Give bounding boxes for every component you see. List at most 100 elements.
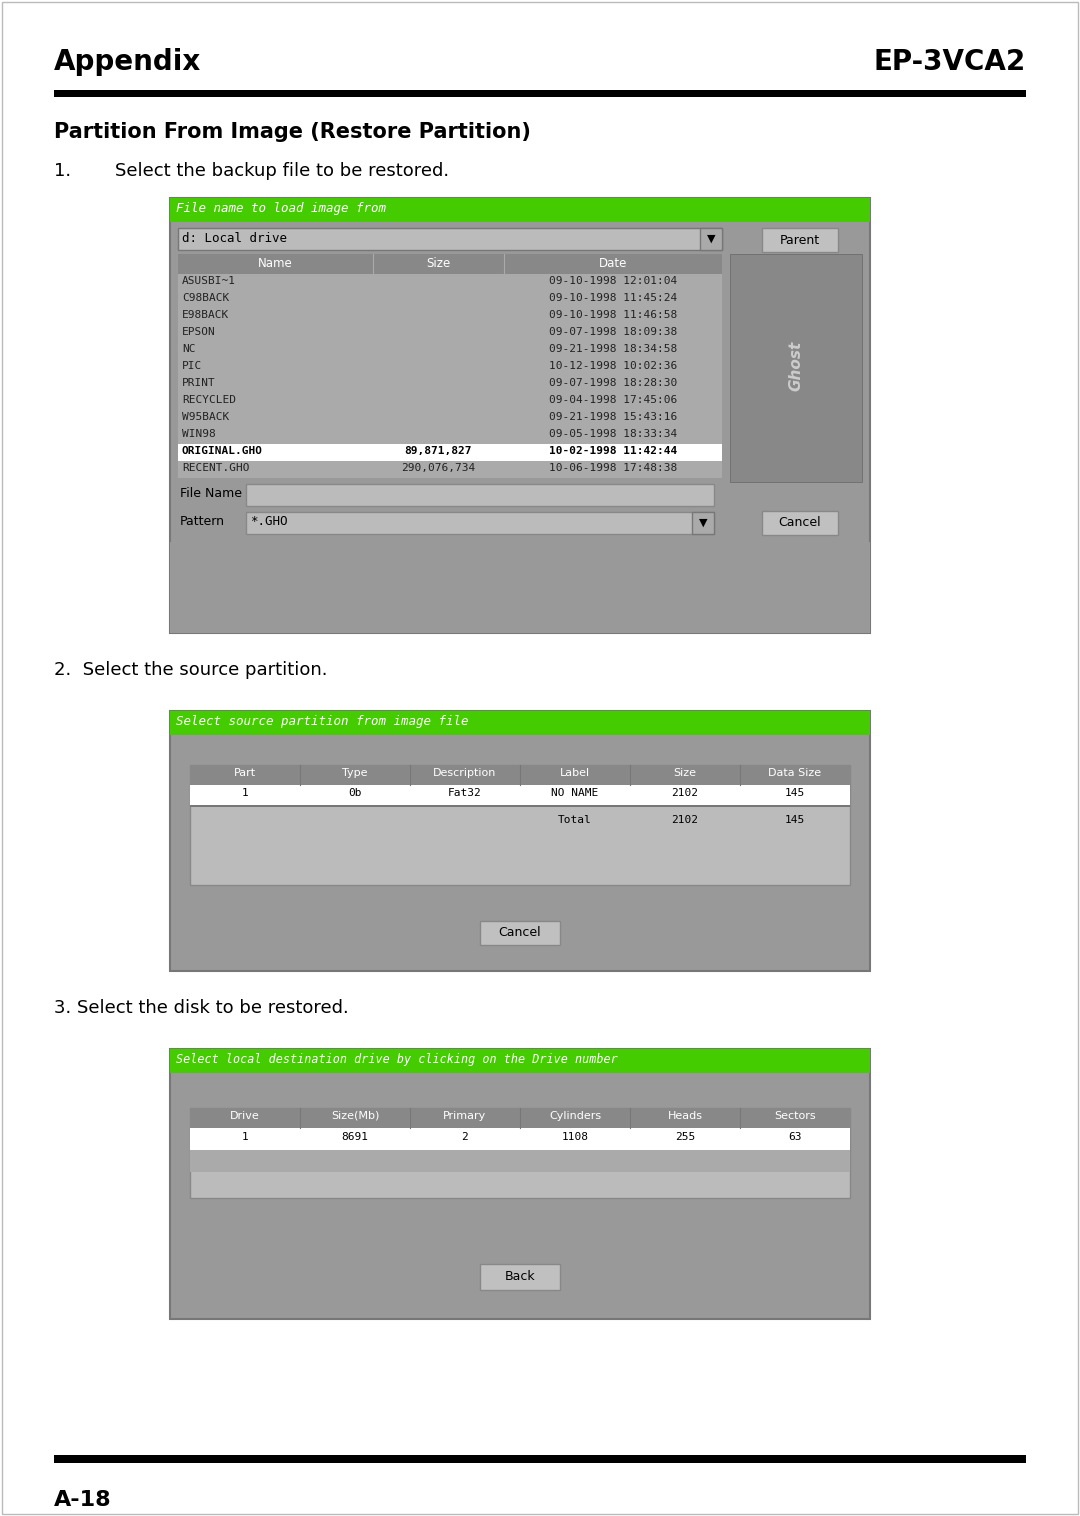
Text: 10-06-1998 17:48:38: 10-06-1998 17:48:38 (549, 462, 677, 473)
Text: 89,871,827: 89,871,827 (404, 446, 472, 456)
Bar (692, 512, 714, 534)
Bar (700, 227, 723, 250)
Text: Select source partition from image file: Select source partition from image file (176, 716, 469, 728)
Text: 09-07-1998 18:28:30: 09-07-1998 18:28:30 (549, 377, 677, 388)
Text: Type: Type (342, 769, 368, 778)
Text: Select the backup file to be restored.: Select the backup file to be restored. (114, 162, 449, 180)
Text: ASUSBI~1: ASUSBI~1 (183, 276, 237, 287)
Bar (170, 1049, 870, 1073)
Bar (190, 785, 850, 805)
Text: 10-12-1998 10:02:36: 10-12-1998 10:02:36 (549, 361, 677, 371)
Text: NC: NC (183, 344, 195, 355)
Text: Heads: Heads (667, 1111, 702, 1120)
Bar (762, 511, 838, 535)
Text: 09-04-1998 17:45:06: 09-04-1998 17:45:06 (549, 396, 677, 405)
Bar (178, 274, 723, 478)
Text: 09-05-1998 18:33:34: 09-05-1998 18:33:34 (549, 429, 677, 440)
Text: RECYCLED: RECYCLED (183, 396, 237, 405)
Bar (190, 805, 850, 807)
Text: Primary: Primary (444, 1111, 487, 1120)
Text: C98BACK: C98BACK (183, 293, 229, 303)
Text: A-18: A-18 (54, 1490, 111, 1510)
Text: 09-21-1998 15:43:16: 09-21-1998 15:43:16 (549, 412, 677, 421)
Bar (170, 199, 870, 634)
Text: Date: Date (598, 258, 627, 270)
Text: d: Local drive: d: Local drive (183, 232, 287, 246)
Bar (480, 1264, 561, 1290)
Text: 145: 145 (785, 788, 805, 797)
Text: Partition From Image (Restore Partition): Partition From Image (Restore Partition) (54, 121, 531, 143)
Text: Fat32: Fat32 (448, 788, 482, 797)
Bar (178, 255, 723, 274)
Text: Size(Mb): Size(Mb) (330, 1111, 379, 1120)
Text: Parent: Parent (780, 233, 820, 247)
Text: Total: Total (558, 816, 592, 825)
Text: 255: 255 (675, 1132, 696, 1142)
Text: EPSON: EPSON (183, 327, 216, 337)
Bar (190, 766, 850, 785)
Text: Description: Description (433, 769, 497, 778)
Text: W95BACK: W95BACK (183, 412, 229, 421)
Text: 09-10-1998 11:46:58: 09-10-1998 11:46:58 (549, 309, 677, 320)
Text: Drive: Drive (230, 1111, 260, 1120)
Text: 63: 63 (788, 1132, 801, 1142)
Text: Name: Name (258, 258, 293, 270)
Bar (170, 711, 870, 735)
Bar (178, 444, 723, 461)
Text: 2102: 2102 (672, 788, 699, 797)
Bar (178, 227, 723, 250)
Bar (190, 1108, 850, 1198)
Text: Back: Back (504, 1270, 536, 1284)
Text: 0b: 0b (348, 788, 362, 797)
Text: 09-10-1998 11:45:24: 09-10-1998 11:45:24 (549, 293, 677, 303)
Text: 3. Select the disk to be restored.: 3. Select the disk to be restored. (54, 999, 349, 1017)
Text: ▼: ▼ (699, 518, 707, 528)
Bar (190, 1151, 850, 1172)
Text: 2: 2 (461, 1132, 469, 1142)
Text: Cylinders: Cylinders (549, 1111, 602, 1120)
Text: WIN98: WIN98 (183, 429, 216, 440)
Text: Label: Label (559, 769, 590, 778)
Text: Pattern: Pattern (180, 515, 225, 528)
Bar (190, 766, 850, 885)
Text: ▼: ▼ (706, 233, 715, 244)
Text: Size: Size (426, 258, 450, 270)
Bar (730, 255, 862, 482)
Text: File Name: File Name (180, 487, 242, 500)
Text: *.GHO: *.GHO (249, 515, 287, 528)
Text: Ghost: Ghost (788, 341, 804, 391)
Bar (170, 1049, 870, 1319)
Text: 09-21-1998 18:34:58: 09-21-1998 18:34:58 (549, 344, 677, 355)
Bar (170, 543, 870, 634)
Text: File name to load image from: File name to load image from (176, 202, 386, 215)
Text: 1: 1 (242, 1132, 248, 1142)
Bar (54, 89, 1026, 97)
Bar (170, 711, 870, 972)
Text: 10-02-1998 11:42:44: 10-02-1998 11:42:44 (549, 446, 677, 456)
Text: 1: 1 (242, 788, 248, 797)
Bar (762, 227, 838, 252)
Text: Cancel: Cancel (499, 926, 541, 940)
Text: 1108: 1108 (562, 1132, 589, 1142)
Text: 09-10-1998 12:01:04: 09-10-1998 12:01:04 (549, 276, 677, 287)
Text: E98BACK: E98BACK (183, 309, 229, 320)
Bar (54, 1455, 1026, 1463)
Text: 2102: 2102 (672, 816, 699, 825)
Text: PIC: PIC (183, 361, 202, 371)
Text: ORIGINAL.GHO: ORIGINAL.GHO (183, 446, 264, 456)
Bar (190, 1128, 850, 1151)
Text: 8691: 8691 (341, 1132, 368, 1142)
Bar (246, 484, 714, 506)
Bar (480, 922, 561, 944)
Text: 145: 145 (785, 816, 805, 825)
Text: 290,076,734: 290,076,734 (401, 462, 475, 473)
Text: PRINT: PRINT (183, 377, 216, 388)
Text: 09-07-1998 18:09:38: 09-07-1998 18:09:38 (549, 327, 677, 337)
Text: Appendix: Appendix (54, 49, 201, 76)
Text: 1.: 1. (54, 162, 71, 180)
Bar (170, 199, 870, 221)
Text: 2.  Select the source partition.: 2. Select the source partition. (54, 661, 327, 679)
Text: EP-3VCA2: EP-3VCA2 (874, 49, 1026, 76)
Text: Size: Size (674, 769, 697, 778)
Text: Data Size: Data Size (769, 769, 822, 778)
